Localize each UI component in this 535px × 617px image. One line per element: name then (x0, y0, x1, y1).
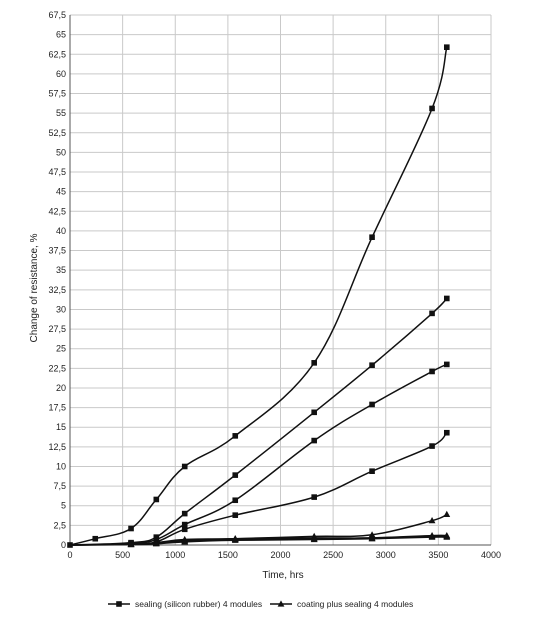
y-tick-label: 27,5 (48, 324, 66, 334)
x-tick-labels: 0 500 1000 1500 2000 2500 3000 3500 4000 (67, 550, 501, 560)
x-tick-label: 1500 (218, 550, 238, 560)
x-axis-label: Time, hrs (262, 570, 303, 581)
series-lines (69, 47, 448, 546)
x-tick-label: 0 (67, 550, 72, 560)
y-tick-label: 50 (56, 147, 66, 157)
triangle-marker (443, 533, 451, 540)
series-line-3 (69, 363, 448, 546)
square-marker (429, 310, 435, 317)
legend-label: sealing (silicon rubber) 4 modules (135, 599, 262, 609)
series-line-2 (69, 297, 448, 546)
y-tick-label: 47,5 (48, 167, 66, 177)
x-tick-label: 3000 (376, 550, 396, 560)
y-tick-label: 42,5 (48, 206, 66, 216)
x-tick-label: 2000 (270, 550, 290, 560)
y-tick-labels: 02,557,51012,51517,52022,52527,53032,535… (48, 10, 66, 550)
triangle-marker (310, 535, 318, 543)
y-tick-label: 7,5 (53, 481, 66, 491)
y-tick-label: 55 (56, 108, 66, 118)
triangle-marker (428, 533, 436, 540)
series-line-4 (69, 432, 448, 546)
y-tick-label: 67,5 (48, 10, 66, 20)
square-marker (369, 234, 375, 241)
square-marker (153, 496, 160, 503)
square-marker (232, 497, 239, 504)
square-marker (67, 542, 73, 548)
y-tick-label: 25 (56, 344, 66, 354)
triangle-marker (127, 541, 135, 548)
square-marker (92, 535, 99, 542)
legend: sealing (silicon rubber) 4 modules coatin… (108, 599, 413, 609)
square-marker (311, 360, 317, 366)
x-tick-label: 3500 (428, 550, 448, 560)
square-marker (181, 463, 188, 470)
square-marker (181, 526, 188, 533)
square-marker (443, 295, 450, 302)
square-marker (369, 401, 375, 408)
y-tick-label: 57,5 (48, 89, 66, 99)
triangle-marker (368, 535, 376, 542)
y-tick-label: 32,5 (48, 285, 66, 295)
y-tick-label: 22,5 (48, 363, 66, 373)
y-tick-label: 12,5 (48, 442, 66, 452)
y-tick-label: 15 (56, 422, 66, 432)
square-marker (369, 468, 375, 474)
x-tick-label: 500 (115, 550, 130, 560)
y-tick-label: 52,5 (48, 128, 66, 138)
triangle-marker (368, 531, 376, 538)
triangle-marker (181, 538, 189, 545)
y-tick-label: 40 (56, 226, 66, 236)
square-marker (443, 44, 450, 50)
square-marker (443, 361, 450, 368)
y-tick-label: 60 (56, 69, 66, 79)
square-marker (232, 472, 239, 478)
x-tick-label: 2500 (323, 550, 343, 560)
series-line-1 (69, 47, 448, 546)
y-tick-label: 2,5 (53, 520, 66, 530)
y-tick-label: 0 (61, 540, 66, 550)
series-markers (67, 44, 451, 548)
triangle-marker (152, 540, 160, 547)
triangle-marker (428, 517, 436, 524)
y-tick-label: 17,5 (48, 403, 66, 413)
y-tick-label: 62,5 (48, 49, 66, 59)
square-marker (311, 409, 317, 416)
y-tick-label: 20 (56, 383, 66, 393)
square-marker (232, 512, 239, 518)
y-tick-label: 35 (56, 265, 66, 275)
y-tick-label: 65 (56, 30, 66, 40)
triangle-marker (277, 600, 285, 607)
x-tick-label: 4000 (481, 550, 501, 560)
square-marker (429, 368, 435, 375)
triangle-marker (231, 536, 239, 543)
y-tick-label: 30 (56, 304, 66, 314)
square-marker (443, 429, 450, 436)
y-tick-label: 45 (56, 187, 66, 197)
square-marker (369, 362, 375, 368)
y-axis-label: Change of resistance, % (29, 233, 40, 342)
x-tick-label: 1000 (165, 550, 185, 560)
square-marker (116, 601, 122, 607)
y-tick-label: 5 (61, 501, 66, 511)
square-marker (311, 437, 317, 444)
square-marker (128, 525, 134, 532)
legend-label: coating plus sealing 4 modules (297, 599, 413, 609)
square-marker (181, 521, 188, 528)
y-tick-label: 10 (56, 461, 66, 471)
square-marker (181, 510, 188, 517)
triangle-marker (443, 510, 451, 517)
square-marker (232, 433, 239, 439)
square-marker (429, 443, 435, 449)
square-marker (311, 494, 317, 500)
square-marker (429, 105, 435, 112)
y-tick-label: 37,5 (48, 246, 66, 256)
